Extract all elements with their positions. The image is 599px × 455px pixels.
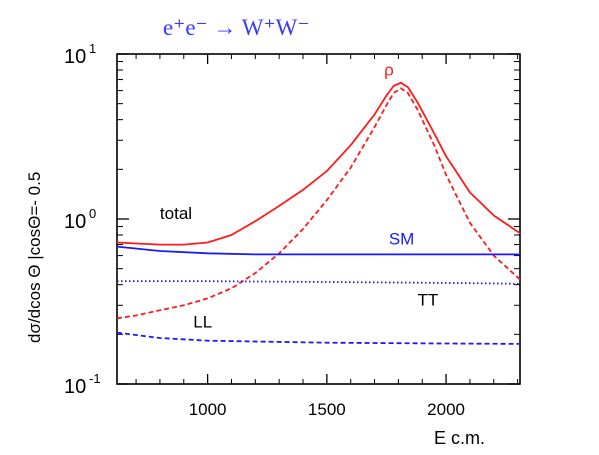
series-line-total (116, 81, 521, 246)
annotations: total SM TT LL ρ (160, 61, 438, 332)
series-group (116, 81, 521, 345)
x-tick-label: 1000 (189, 400, 227, 419)
y-tick-exponent: 0 (89, 206, 96, 221)
y-tick-label: 10 (64, 376, 86, 398)
x-tick-label: 1500 (308, 400, 346, 419)
y-tick-label: 10 (64, 211, 86, 233)
annotation-sm: SM (389, 230, 415, 249)
x-tick-label: 2000 (427, 400, 465, 419)
series-line-ll (116, 87, 521, 320)
y-tick-label: 10 (64, 46, 86, 68)
x-axis-label: E c.m. (434, 428, 485, 448)
annotation-ll: LL (193, 313, 212, 332)
series-line-unlabeled-4 (116, 331, 521, 345)
series-line-sm (116, 245, 520, 256)
x-tick-labels: 1000 1500 2000 (189, 400, 465, 419)
chart-title: e⁺e⁻ → W⁺W⁻ (163, 15, 309, 40)
annotation-total: total (160, 204, 192, 223)
annotation-rho: ρ (384, 61, 394, 80)
y-tick-exponent: 1 (89, 41, 96, 56)
series-line-tt (117, 280, 521, 285)
y-axis-label: dσ/dcos Θ |cosΘ=- 0.5 (25, 172, 44, 343)
y-tick-exponent: -1 (89, 371, 101, 386)
annotation-tt: TT (417, 290, 438, 309)
axis-ticks (117, 53, 520, 385)
